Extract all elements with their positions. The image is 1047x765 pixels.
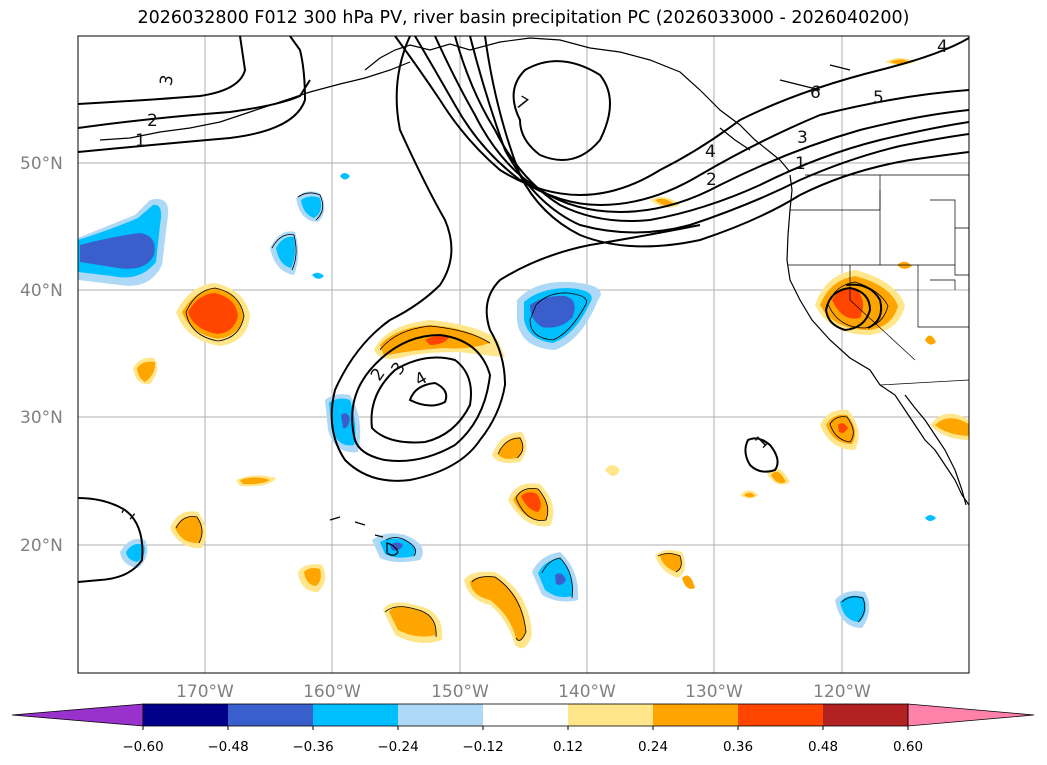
- lon-label-160w: 160°W: [303, 682, 361, 702]
- colorbar-tick-label: 0.24: [638, 739, 668, 755]
- colorbar-segment: [568, 704, 653, 726]
- colorbar-segment: [483, 704, 568, 726]
- contour-label: 4: [705, 142, 716, 162]
- lon-label-120w: 120°W: [813, 682, 871, 702]
- colorbar-tick-label: 0.48: [808, 739, 838, 755]
- colorbar-extend-high: [907, 703, 1035, 727]
- lat-label-50n: 50°N: [20, 154, 63, 174]
- contour-label: 3: [156, 73, 178, 87]
- lat-label-30n: 30°N: [20, 408, 63, 428]
- contour-label: 5: [873, 88, 884, 108]
- colorbar-segment: [738, 704, 823, 726]
- political-borders: [788, 174, 969, 386]
- lat-label-40n: 40°N: [20, 281, 63, 301]
- colorbar-tick-label: −0.48: [207, 739, 248, 755]
- latitude-labels: 50°N 40°N 30°N 20°N: [20, 154, 63, 556]
- colorbar-segment: [313, 704, 398, 726]
- colorbar-tick-label: −0.24: [377, 739, 418, 755]
- map-frame: [77, 35, 970, 674]
- map-graticule: [78, 36, 969, 673]
- contour-label: 1: [135, 131, 146, 151]
- contour-label: 2: [147, 111, 158, 131]
- map-plot-area: [78, 36, 969, 673]
- colorbar-extend-low: [11, 703, 144, 727]
- contour-label: 6: [810, 83, 821, 103]
- colorbar-tick-label: 0.12: [553, 739, 583, 755]
- lon-label-170w: 170°W: [176, 682, 234, 702]
- contour-label: 1: [795, 154, 806, 174]
- contour-label: 3: [797, 128, 808, 148]
- lon-label-130w: 130°W: [685, 682, 743, 702]
- lon-label-140w: 140°W: [558, 682, 616, 702]
- colorbar-segment: [398, 704, 483, 726]
- colorbar-tick-label: −0.36: [292, 739, 333, 755]
- longitude-labels: 170°W 160°W 150°W 140°W 130°W 120°W: [176, 682, 871, 702]
- colorbar-segment: [823, 704, 908, 726]
- colorbar-tick-label: −0.12: [462, 739, 503, 755]
- lon-label-150w: 150°W: [431, 682, 489, 702]
- precip-shading: [78, 58, 969, 649]
- colorbar-tick-label: 0.60: [893, 739, 923, 755]
- colorbar-frame: [142, 703, 909, 727]
- colorbar-segment: [143, 704, 228, 726]
- colorbar: −0.60 −0.48 −0.36 −0.24 −0.12 0.12 0.24 0.36 0.4…: [11, 703, 1035, 755]
- colorbar-segment: [653, 704, 738, 726]
- contour-label: 2: [706, 170, 717, 190]
- pv-contours: [78, 36, 969, 583]
- map-title: 2026032800 F012 300 hPa PV, river basin …: [137, 8, 910, 28]
- colorbar-segment: [228, 704, 313, 726]
- precip-outline-contours: [175, 192, 889, 641]
- colorbar-tick-label: −0.60: [122, 739, 163, 755]
- colorbar-tick-label: 0.36: [723, 739, 753, 755]
- lat-label-20n: 20°N: [20, 536, 63, 556]
- contour-label: 4: [937, 37, 948, 57]
